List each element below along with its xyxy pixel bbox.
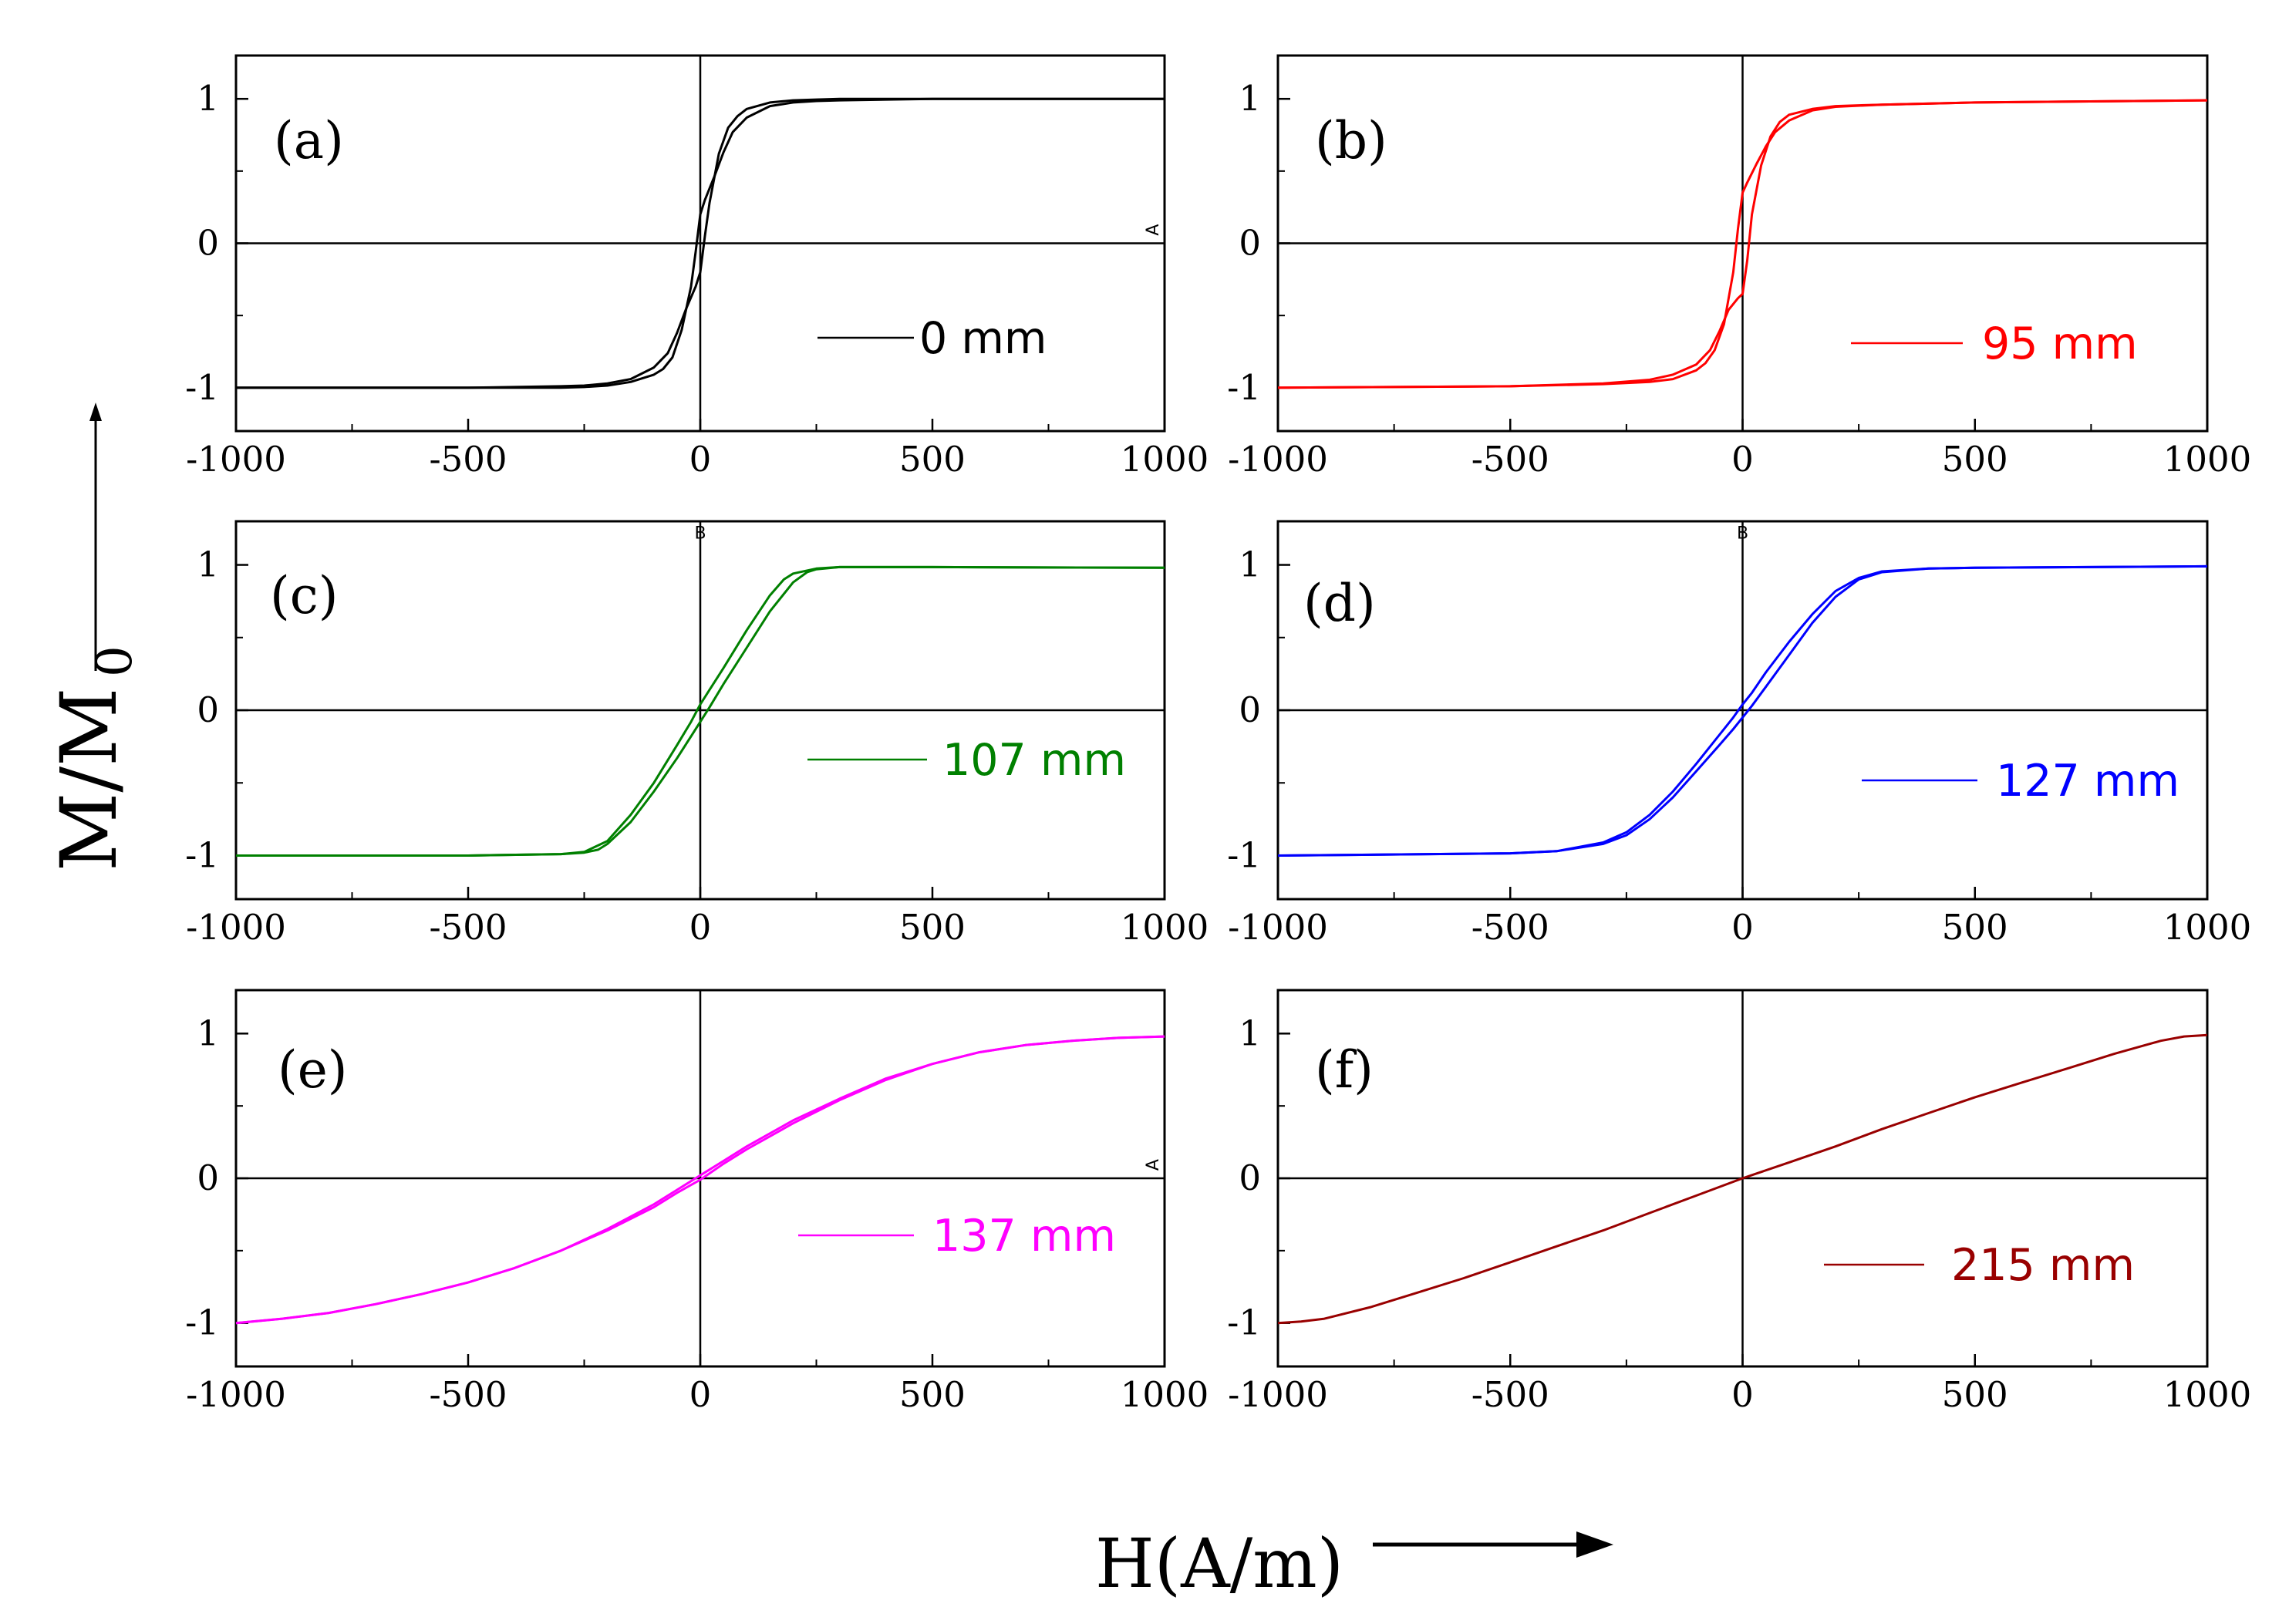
y-tick-label: 0 <box>197 689 219 730</box>
y-tick-label: -1 <box>185 367 219 408</box>
x-tick-label: -500 <box>1472 1374 1549 1415</box>
y-tick-label: 1 <box>1239 1012 1261 1053</box>
series-line-descending <box>1277 564 2208 857</box>
y-tick-label: 0 <box>197 1157 219 1198</box>
series-line-descending <box>1277 99 2208 389</box>
x-tick-label: 500 <box>899 1374 966 1415</box>
x-tick-label: -500 <box>1472 907 1549 948</box>
y-tick-label: 1 <box>197 544 219 585</box>
y-tick-label: 1 <box>1239 78 1261 119</box>
x-tick-label: -1000 <box>1228 907 1328 948</box>
series-line-ascending <box>1277 1033 2208 1325</box>
x-tick-label: 0 <box>1731 439 1754 480</box>
panel-label: (e) <box>278 1040 348 1100</box>
x-tick-label: -1000 <box>1228 1374 1328 1415</box>
y-tick-label: 0 <box>197 223 219 264</box>
panel-c: -1000 -500 0 500 1000 1 0 -1 (c) 107 mm B <box>185 520 1209 948</box>
panel-label: (b) <box>1315 111 1387 170</box>
x-tick-label: 1000 <box>2163 907 2252 948</box>
y-axis-label: M/M 0 <box>44 645 143 871</box>
curve-marker-label: B <box>1737 524 1748 544</box>
series-line-ascending <box>236 97 1165 389</box>
x-tick-label: 0 <box>1731 907 1754 948</box>
x-tick-label: -1000 <box>186 439 286 480</box>
x-tick-label: -1000 <box>186 907 286 948</box>
panel-b: -1000 -500 0 500 1000 1 0 -1 (b) 95 mm <box>1227 54 2252 480</box>
x-tick-label: 500 <box>1942 439 2008 480</box>
curve-marker-label: A <box>1144 1159 1163 1171</box>
panel-a: -1000 -500 0 500 1000 1 0 -1 (a) 0 mm A <box>185 54 1209 480</box>
legend-label: 0 mm <box>919 313 1047 364</box>
y-tick-label: -1 <box>1227 367 1261 408</box>
x-tick-label: -500 <box>429 1374 507 1415</box>
series-line-descending <box>236 565 1165 857</box>
panel-label: (f) <box>1315 1040 1374 1100</box>
x-tick-label: 1000 <box>1121 1374 1209 1415</box>
x-tick-label: 1000 <box>2163 439 2252 480</box>
x-tick-label: 1000 <box>2163 1374 2252 1415</box>
panel-label: (a) <box>274 111 344 170</box>
panel-label: (c) <box>270 566 338 625</box>
legend-label: 215 mm <box>1951 1240 2135 1291</box>
curve-marker-label: B <box>694 524 706 544</box>
y-axis-label-main: M/M <box>44 688 134 871</box>
y-tick-label: 0 <box>1239 689 1261 730</box>
legend-label: 137 mm <box>932 1211 1116 1262</box>
y-tick-label: -1 <box>185 834 219 875</box>
x-tick-label: 500 <box>1942 907 2008 948</box>
x-tick-label: 500 <box>899 907 966 948</box>
legend-label: 95 mm <box>1982 318 2138 369</box>
x-tick-label: 1000 <box>1121 907 1209 948</box>
y-axis-arrow <box>89 403 102 671</box>
panel-label: (d) <box>1303 574 1376 633</box>
x-axis-arrow <box>1373 1531 1613 1558</box>
panel-f: -1000 -500 0 500 1000 1 0 -1 (f) 215 mm <box>1227 989 2252 1415</box>
y-tick-label: 1 <box>197 78 219 119</box>
x-tick-label: 0 <box>689 1374 712 1415</box>
y-tick-label: -1 <box>1227 1302 1261 1343</box>
legend-label: 107 mm <box>942 735 1126 786</box>
x-tick-label: 0 <box>1731 1374 1754 1415</box>
y-tick-label: 1 <box>197 1012 219 1053</box>
panel-e: -1000 -500 0 500 1000 1 0 -1 (e) 137 mm A <box>185 989 1209 1415</box>
x-tick-label: -500 <box>429 907 507 948</box>
series-line-descending <box>235 1035 1165 1325</box>
x-tick-label: 500 <box>1942 1374 2008 1415</box>
legend-label: 127 mm <box>1996 756 2179 807</box>
y-tick-label: 0 <box>1239 1157 1261 1198</box>
y-tick-label: -1 <box>1227 834 1261 875</box>
x-tick-label: -1000 <box>1228 439 1328 480</box>
panel-d: -1000 -500 0 500 1000 1 0 -1 (d) 127 mm B <box>1227 520 2252 948</box>
y-tick-label: 1 <box>1239 544 1261 585</box>
y-tick-label: -1 <box>185 1302 219 1343</box>
curve-marker-label: A <box>1144 224 1163 236</box>
x-tick-label: 500 <box>899 439 966 480</box>
x-tick-label: -500 <box>429 439 507 480</box>
x-tick-label: -500 <box>1472 439 1549 480</box>
x-tick-label: 0 <box>689 907 712 948</box>
x-tick-label: -1000 <box>186 1374 286 1415</box>
x-tick-label: 0 <box>689 439 712 480</box>
y-tick-label: 0 <box>1239 223 1261 264</box>
series-line-descending <box>236 97 1165 389</box>
x-axis-label: H(A/m) <box>1095 1524 1343 1603</box>
x-tick-label: 1000 <box>1121 439 1209 480</box>
